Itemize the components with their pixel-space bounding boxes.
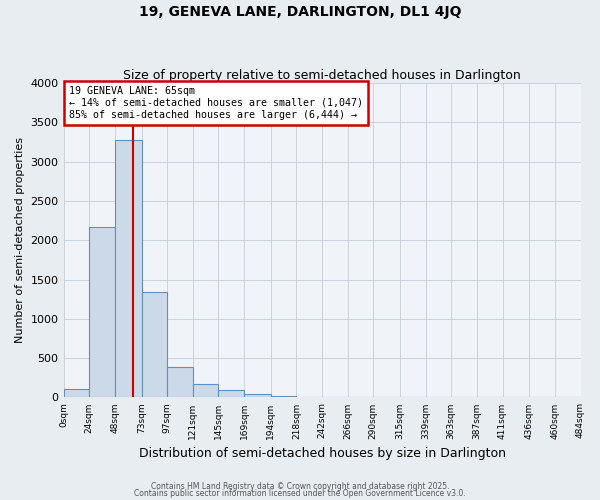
Bar [142, 292, 167, 398]
Bar [296, 396, 322, 398]
Text: 19, GENEVA LANE, DARLINGTON, DL1 4JQ: 19, GENEVA LANE, DARLINGTON, DL1 4JQ [139, 5, 461, 19]
Bar [167, 367, 193, 398]
Bar [64, 389, 89, 398]
Bar [89, 227, 115, 398]
Y-axis label: Number of semi-detached properties: Number of semi-detached properties [15, 138, 25, 344]
Bar [271, 396, 296, 398]
Title: Size of property relative to semi-detached houses in Darlington: Size of property relative to semi-detach… [123, 69, 521, 82]
Bar [115, 140, 142, 398]
Bar [193, 384, 218, 398]
X-axis label: Distribution of semi-detached houses by size in Darlington: Distribution of semi-detached houses by … [139, 447, 506, 460]
Bar [244, 394, 271, 398]
Text: Contains HM Land Registry data © Crown copyright and database right 2025.: Contains HM Land Registry data © Crown c… [151, 482, 449, 491]
Text: 19 GENEVA LANE: 65sqm
← 14% of semi-detached houses are smaller (1,047)
85% of s: 19 GENEVA LANE: 65sqm ← 14% of semi-deta… [69, 86, 363, 120]
Bar [218, 390, 244, 398]
Text: Contains public sector information licensed under the Open Government Licence v3: Contains public sector information licen… [134, 489, 466, 498]
